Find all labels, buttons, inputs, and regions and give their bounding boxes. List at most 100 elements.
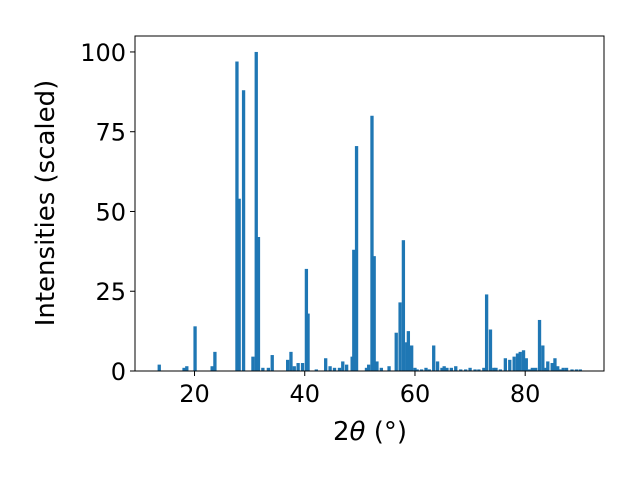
bar [300,363,305,371]
bar [561,367,565,371]
bar [286,359,290,371]
bar [574,369,579,371]
bar [375,361,379,371]
bar [556,366,560,371]
y-tick-label: 25 [95,278,126,306]
bar [354,146,359,371]
x-axis-label-variable: θ [350,417,366,447]
x-axis-label-unit: (°) [365,417,407,447]
bar [193,326,197,371]
bar [372,256,376,371]
y-tick-label: 100 [80,39,126,67]
bar [237,198,241,371]
bar [401,240,406,371]
bar [270,355,274,371]
bar [324,358,328,371]
bar [304,268,309,371]
bar [261,367,265,371]
bar [578,369,582,371]
bar [254,51,258,371]
bar [241,90,246,372]
bar [515,353,520,371]
bar [341,361,345,371]
x-tick-label: 60 [400,380,431,408]
bar [328,366,332,371]
bar [477,369,481,371]
bar [379,367,384,371]
bar [498,369,503,371]
bar [459,369,463,371]
bar [251,356,255,371]
bar [427,369,431,371]
x-axis-label: 2θ (°) [333,417,407,447]
bar [419,369,424,371]
bar [473,369,477,371]
bar [454,366,458,371]
bar [440,367,444,371]
bar [541,345,545,371]
bar [337,367,342,371]
bar [266,367,271,371]
bar [482,367,486,371]
bars-layer [157,51,582,372]
bar [367,364,371,371]
bar [370,115,374,371]
bar [442,366,446,371]
bar [534,367,538,371]
bar [213,351,217,371]
bar [546,361,550,371]
bar [508,359,512,371]
bar [210,366,214,371]
bar [464,369,468,371]
bar [306,313,310,371]
x-axis-label-prefix: 2 [333,417,350,447]
bar [394,332,398,371]
bar [332,367,337,371]
bar [524,358,528,371]
bar [296,363,300,371]
axes-layer: 20 40 60 80 0 25 50 75 100 [80,35,605,408]
bar [527,369,532,371]
bar [435,361,440,371]
bar [494,367,498,371]
bar [289,351,293,371]
bar [553,358,557,371]
bar [550,363,554,371]
bar [424,367,428,371]
bar [406,331,411,371]
bar [413,367,417,371]
x-tick-label: 20 [179,380,210,408]
bar [530,367,535,371]
y-tick-label: 50 [95,198,126,226]
bar [292,366,296,371]
bar [398,302,402,371]
bar [537,319,542,371]
bar [185,366,189,371]
bar [449,367,453,371]
bar [492,367,496,371]
y-tick-label: 75 [95,119,126,147]
bar [512,356,516,371]
bar [352,249,356,371]
bar [432,345,436,371]
bar [484,294,489,371]
bar [503,358,508,371]
bar [344,364,349,371]
bar [256,237,261,371]
bar [564,367,569,371]
bar [521,350,526,371]
bar [364,367,369,371]
bar [314,369,318,371]
y-tick-label: 0 [111,358,126,386]
bar [518,351,522,371]
plot-frame [134,35,605,372]
bar [488,329,493,371]
bar [182,367,186,371]
bar [157,364,161,371]
x-tick-label: 80 [510,380,541,408]
bar [415,369,419,371]
x-tick-label: 40 [289,380,320,408]
